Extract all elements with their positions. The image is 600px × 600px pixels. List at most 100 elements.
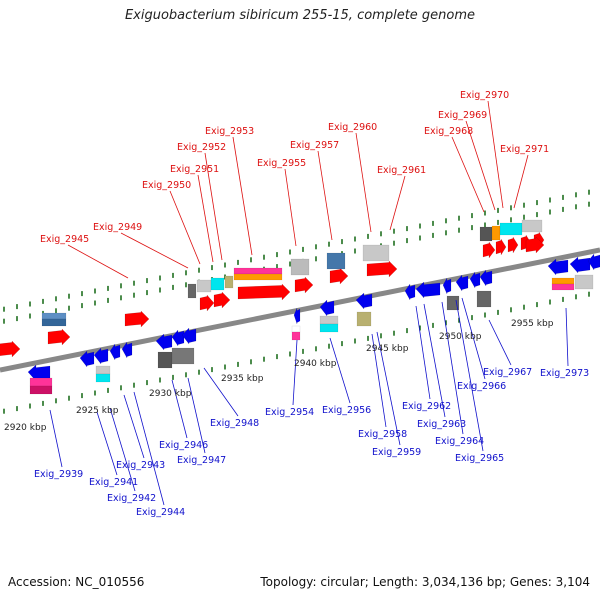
plus-strand-gene [47,328,71,346]
gene-block-pink [551,283,575,291]
plus-gene-leader-line [204,152,223,261]
minus-gene-label: Exig_2942 [107,493,156,504]
gene-block-orange [233,273,283,281]
minus-gene-leader-line [292,339,298,406]
plus-gene-leader-line [317,150,333,241]
gene-block-cyan [499,222,523,236]
plus-gene-leader-line [169,190,201,265]
minus-gene-leader-line [187,377,206,454]
minus-gene-label: Exig_2956 [322,405,371,416]
scale-label: 2935 kbp [221,374,264,384]
minus-strand-gene [469,271,481,289]
plus-gene-leader-line [465,120,496,211]
gene-block-light [196,279,212,293]
gene-block-orange [551,277,575,285]
plus-gene-label: Exig_2971 [500,144,549,155]
plus-gene-label: Exig_2970 [460,90,509,101]
gene-block-grey [574,274,594,290]
plus-gene-leader-line [232,136,253,256]
plus-strand-gene [213,291,231,309]
gene-block-grey [521,219,543,233]
gene-block-blue [41,312,67,320]
minus-gene-leader-line [565,307,569,367]
minus-strand-gene [93,347,109,365]
gene-block-pink [233,267,283,275]
plus-gene-leader-line [451,136,485,213]
minus-gene-label: Exig_2941 [89,477,138,488]
minus-gene-leader-line [423,303,446,418]
minus-gene-leader-line [109,407,136,492]
gene-block-grey [95,365,111,375]
plus-strand-gene [199,294,215,312]
minus-gene-leader-line [329,337,351,404]
gene-block-orange [491,225,501,241]
plus-gene-label: Exig_2955 [257,158,306,169]
scale-label: 2940 kbp [294,359,337,369]
plus-strand-gene [237,283,291,301]
gene-block-white [291,325,301,333]
minus-strand-gene [293,307,301,325]
minus-gene-leader-line [415,305,431,400]
minus-gene-leader-line [376,331,401,446]
plus-gene-label: Exig_2951 [170,164,219,175]
plus-gene-label: Exig_2960 [328,122,377,133]
minus-gene-leader-line [455,299,484,452]
plus-gene-label: Exig_2969 [438,110,487,121]
gene-block-grey [187,283,197,299]
gene-block-cyan [319,323,339,333]
minus-strand-gene [79,350,95,368]
minus-strand-gene [587,253,600,271]
minus-strand-gene [155,333,173,351]
minus-gene-label: Exig_2963 [417,419,466,430]
minus-strand-gene [319,299,335,317]
plus-strand-gene [366,260,398,278]
plus-gene-label: Exig_2961 [377,165,426,176]
plus-strand-gene [124,310,150,328]
minus-gene-leader-line [96,411,118,476]
minus-strand-gene [442,277,452,295]
gene-block-blue [326,252,346,270]
plus-strand-gene [482,241,496,259]
map-title: Exiguobacterium sibiricum 255-15, comple… [124,8,476,23]
minus-gene-label: Exig_2965 [455,453,504,464]
minus-strand-gene [121,341,133,359]
minus-gene-leader-line [488,319,512,366]
gene-block-mid [171,347,195,365]
feature-layer [0,189,600,414]
minus-gene-label: Exig_2944 [136,507,185,518]
minus-gene-label: Exig_2966 [457,381,506,392]
scale-label: 2955 kbp [511,319,554,329]
plus-gene-leader-line [355,132,372,233]
minus-gene-leader-line [133,391,165,506]
minus-gene-label: Exig_2943 [116,460,165,471]
minus-strand-gene [404,283,416,301]
plus-strand-gene [0,340,21,358]
minus-strand-gene [109,343,121,361]
plus-gene-label: Exig_2952 [177,142,226,153]
minus-gene-label: Exig_2947 [177,455,226,466]
minus-strand-gene [479,269,493,287]
plus-gene-leader-line [120,232,189,269]
minus-gene-leader-line [371,333,387,428]
scale-label: 2945 kbp [366,344,409,354]
gene-block-grey [362,244,390,262]
minus-gene-label: Exig_2958 [358,429,407,440]
gene-block-grey [290,258,310,276]
minus-strand-gene [569,256,591,274]
plus-gene-label: Exig_2957 [290,140,339,151]
scale-label: 2930 kbp [149,389,192,399]
minus-gene-leader-line [461,297,486,380]
gene-block-dark [446,295,460,311]
plus-gene-label: Exig_2968 [424,126,473,137]
plus-strand-gene [495,238,507,256]
scale-label: 2950 kbp [439,332,482,342]
minus-gene-label: Exig_2962 [402,401,451,412]
plus-gene-leader-line [67,244,129,279]
plus-strand-gene [294,276,314,294]
label-layer: 2920 kbp 2925 kbp 2930 kbp 2935 kbp 2940 kbp… [4,90,589,518]
gene-block-olive [224,275,234,289]
minus-gene-leader-line [441,301,464,435]
minus-strand-gene [355,292,373,310]
plus-gene-leader-line [197,174,214,263]
